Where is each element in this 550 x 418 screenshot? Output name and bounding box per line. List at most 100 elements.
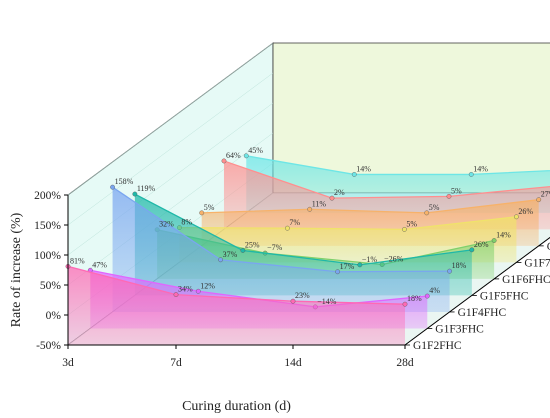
data-label-G1F7FHC-14d: 5% [406,219,417,228]
point-G1F16FHC-3d [221,158,227,164]
x-tick-label: 14d [284,357,302,369]
data-label-G1F9FHC-14d: 5% [429,203,440,212]
data-label-G1F2FHC-3d: 81% [70,256,85,265]
data-label-G1F2FHC-7d: 34% [178,285,193,294]
data-label-G1F16FHC-7d: 2% [334,188,345,197]
series-ribbons [65,153,550,345]
point-G1F9FHC-3d [199,210,205,216]
data-label-G1F6FHC-28d: 14% [496,231,511,240]
y-tick-label: -50% [36,340,61,352]
line-G0F1FHC [246,155,550,176]
data-label-G1F9FHC-3d: 5% [204,203,215,212]
chart-axes: -50% 0% 50% 100% 150% 200% 3d 7d 14d 28d G1F2FHC G1… [9,190,550,414]
grid-line [67,102,274,256]
point-G0F1FHC-3d [243,153,249,159]
data-label-G1F4FHC-28d: 18% [452,261,467,270]
line-G1F2FHC [67,265,406,305]
data-label-G1F4FHC-7d: 37% [223,250,238,259]
line-G1F5FHC [134,193,472,266]
data-label-G1F5FHC-7d: 25% [245,240,260,249]
data-label-G1F7FHC-7d: 7% [289,218,300,227]
series-G1F7FHC [177,214,519,263]
point-G1F2FHC-7d [173,292,179,297]
data-label-G0F1FHC-3d: 45% [248,146,263,155]
point-G1F9FHC-14d [424,210,430,216]
data-label-G1F3FHC-14d: −14% [317,297,337,306]
x-tick-label: 3d [62,357,74,369]
data-label-G1F4FHC-3d: 158% [115,177,134,186]
y-tick-label: 200% [34,190,61,202]
series-axis-label: G1F9FHC [547,241,550,253]
point-G1F16FHC-14d [446,193,452,199]
point-G1F4FHC-7d [218,257,223,263]
series-axis-label: G1F6FHC [502,274,550,286]
x-tick-label: 28d [396,357,414,369]
data-label-G1F5FHC-28d: 26% [474,240,489,249]
data-label-G1F9FHC-7d: 11% [312,199,327,208]
point-G1F6FHC-28d [491,238,497,243]
point-G1F2FHC-28d [402,301,408,307]
area-G1F4FHC [112,187,450,312]
point-G1F5FHC-3d [132,191,138,197]
series-axis-label: G1F4FHC [458,307,507,319]
data-label-G1F3FHC-3d: 47% [92,260,107,269]
line-G1F4FHC [112,186,450,273]
x-tick-label: 7d [170,357,182,369]
data-label-G1F6FHC-14d: −26% [384,255,404,264]
point-G1F3FHC-7d [195,288,201,294]
y-axis-title: Rate of increase (%) [9,212,24,327]
data-label-G1F5FHC-3d: 119% [137,184,156,193]
data-label-G1F16FHC-14d: 5% [451,186,462,195]
y-tick-label: 100% [34,250,61,262]
data-label-G1F9FHC-28d: 27% [541,190,550,199]
series-G1F4FHC [110,184,452,312]
data-label-G1F7FHC-3d: 8% [181,218,192,227]
data-label-G0F1FHC-7d: 14% [356,164,371,173]
x-axis-title: Curing duration (d) [182,399,291,414]
z-axis-line [404,236,550,346]
data-label-G1F2FHC-28d: 18% [407,294,422,303]
point-G1F4FHC-28d [447,268,452,274]
series-axis-label: G1F2FHC [413,340,462,352]
point-G1F5FHC-14d [357,262,363,268]
point-G1F7FHC-28d [514,214,519,220]
point-G1F7FHC-14d [402,226,407,232]
series-axis-label: G1F5FHC [480,290,529,302]
grid-line [67,42,274,196]
y-tick-label: 50% [40,280,62,292]
point-G0F1FHC-7d [351,172,357,177]
data-label-G0F1FHC-14d: 14% [473,164,488,173]
data-label-G1F7FHC-28d: 26% [518,207,533,216]
area-G1F2FHC [68,266,405,345]
grid-line [67,72,274,226]
point-G1F5FHC-7d [240,248,246,253]
point-G1F4FHC-3d [110,184,115,190]
point-G1F2FHC-14d [290,298,296,304]
point-G0F1FHC-14d [468,172,474,177]
line-G1F9FHC [201,199,539,214]
point-G1F7FHC-7d [285,225,290,231]
data-label-G1F6FHC-3d: 32% [159,220,174,229]
grid-line [67,132,274,286]
data-label-G1F3FHC-7d: 12% [200,281,215,290]
data-labels: 45%14%14%23%64%2%5%23%5%11%5%27%8%7%5%26… [70,146,550,306]
data-label-G1F4FHC-14d: 17% [340,262,355,271]
point-G1F9FHC-28d [536,197,542,203]
data-label-G1F16FHC-3d: 64% [226,151,241,160]
data-label-G1F2FHC-14d: 23% [295,291,310,300]
data-label-G1F3FHC-28d: 4% [429,286,440,295]
y-tick-label: 150% [34,220,61,232]
data-label-G1F5FHC-14d: −1% [362,255,378,264]
point-G1F4FHC-14d [335,269,340,275]
point-G1F16FHC-7d [329,195,335,201]
series-axis-label: G1F7FHC [524,257,550,269]
point-G1F9FHC-7d [307,206,313,212]
series-axis-label: G1F3FHC [435,323,484,335]
data-label-G1F6FHC-7d: −7% [267,243,283,252]
point-G1F3FHC-28d [424,293,430,299]
point-G1F5FHC-28d [469,247,475,253]
line-G1F16FHC [223,160,550,199]
y-tick-label: 0% [46,310,62,322]
line-G1F7FHC [179,216,517,231]
